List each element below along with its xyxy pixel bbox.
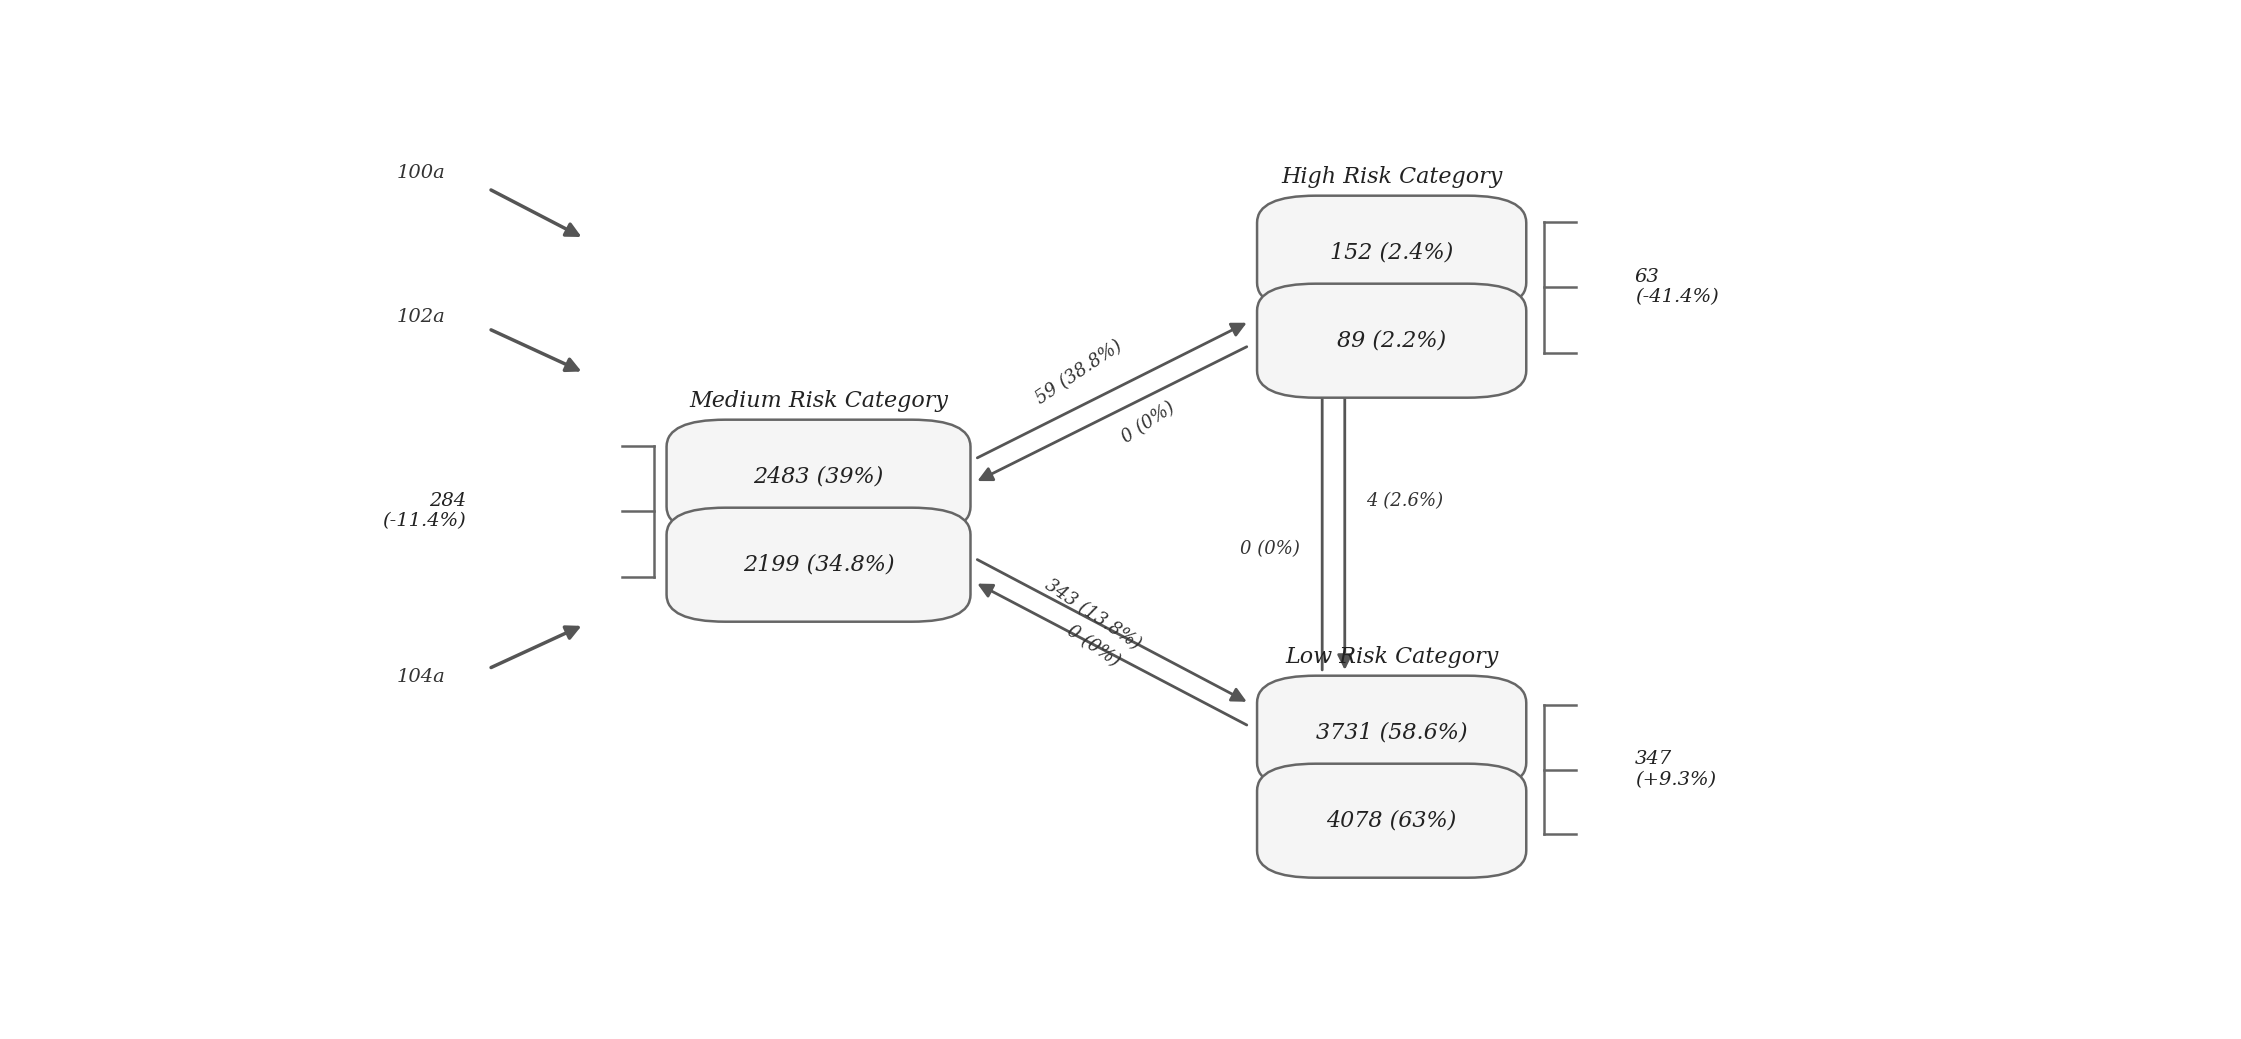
- FancyBboxPatch shape: [666, 508, 970, 621]
- Text: High Risk Category: High Risk Category: [1282, 165, 1501, 188]
- FancyBboxPatch shape: [1257, 675, 1526, 790]
- Text: 3731 (58.6%): 3731 (58.6%): [1315, 722, 1468, 744]
- Text: 0 (0%): 0 (0%): [1118, 398, 1179, 447]
- FancyBboxPatch shape: [1257, 764, 1526, 878]
- Text: 152 (2.4%): 152 (2.4%): [1331, 242, 1452, 264]
- Text: 104a: 104a: [397, 668, 446, 686]
- Text: 100a: 100a: [397, 164, 446, 182]
- Text: 2199 (34.8%): 2199 (34.8%): [742, 554, 894, 576]
- Text: 0 (0%): 0 (0%): [1062, 622, 1123, 670]
- Text: 102a: 102a: [397, 308, 446, 325]
- Text: 59 (38.8%): 59 (38.8%): [1033, 338, 1125, 408]
- Text: 63
(-41.4%): 63 (-41.4%): [1636, 268, 1719, 307]
- FancyBboxPatch shape: [666, 420, 970, 534]
- Text: Low Risk Category: Low Risk Category: [1284, 645, 1499, 668]
- FancyBboxPatch shape: [1257, 195, 1526, 310]
- FancyBboxPatch shape: [1257, 284, 1526, 398]
- Text: 284
(-11.4%): 284 (-11.4%): [383, 491, 466, 531]
- Text: 89 (2.2%): 89 (2.2%): [1338, 329, 1445, 351]
- Text: 4078 (63%): 4078 (63%): [1327, 809, 1457, 831]
- Text: 2483 (39%): 2483 (39%): [753, 465, 883, 487]
- Text: 347
(+9.3%): 347 (+9.3%): [1636, 750, 1717, 789]
- Text: Medium Risk Category: Medium Risk Category: [688, 390, 948, 411]
- Text: 0 (0%): 0 (0%): [1239, 539, 1300, 558]
- Text: 4 (2.6%): 4 (2.6%): [1365, 491, 1443, 510]
- Text: 343 (13.8%): 343 (13.8%): [1042, 576, 1145, 652]
